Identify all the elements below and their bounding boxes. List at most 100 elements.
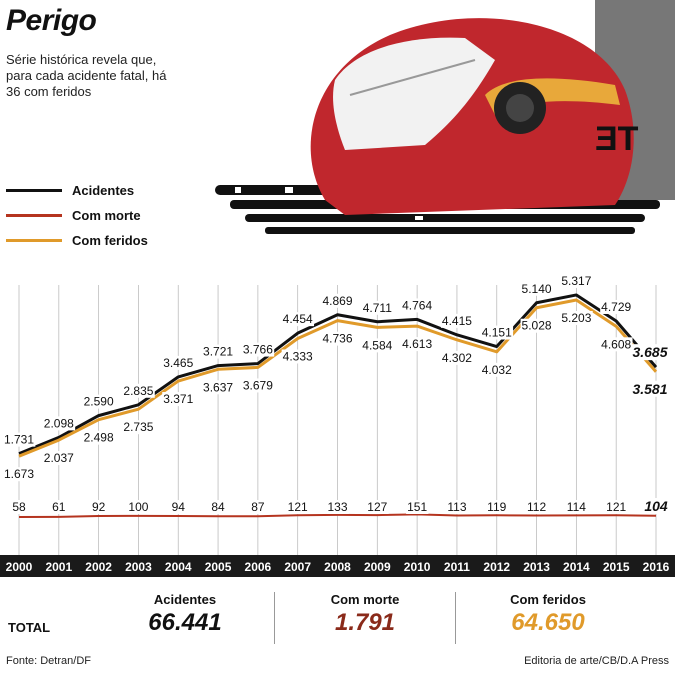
data-label-bg — [281, 312, 315, 327]
legend-item-com-morte: Com morte — [6, 203, 148, 228]
data-label-bg — [600, 299, 633, 314]
data-label-com-feridos: 3.371 — [163, 392, 193, 406]
data-label-com-feridos: 2.037 — [44, 451, 74, 465]
data-label-bg — [560, 273, 593, 288]
x-tick-label: 2012 — [483, 560, 510, 574]
x-tick-label: 2013 — [523, 560, 550, 574]
data-label-bg — [11, 500, 27, 514]
x-tick-label: 2009 — [364, 560, 391, 574]
legend-item-acidentes: Acidentes — [6, 178, 148, 203]
data-label-bg — [82, 430, 115, 445]
total-injured-value: 64.650 — [511, 609, 585, 636]
series-line-com-feridos — [18, 298, 658, 458]
data-label-acidentes: 1.731 — [4, 433, 34, 447]
legend-swatch — [6, 214, 62, 217]
source-note: Fonte: Detran/DF — [6, 655, 91, 667]
data-label-com-feridos: 4.333 — [283, 349, 313, 363]
data-label-com-morte: 113 — [447, 500, 466, 514]
data-label-com-feridos: 3.581 — [632, 381, 667, 397]
data-label-bg — [122, 383, 155, 398]
helmet-icon: ƎT — [215, 0, 675, 234]
data-label-bg — [480, 325, 514, 340]
credit-note: Editoria de arte/CB/D.A Press — [524, 655, 669, 667]
legend-label: Com feridos — [72, 233, 148, 248]
data-label-com-morte: 114 — [567, 500, 586, 514]
data-label-com-morte: 133 — [327, 500, 347, 514]
data-label-acidentes: 2.590 — [84, 395, 114, 409]
x-tick-label: 2004 — [165, 560, 192, 574]
total-label: TOTAL — [8, 620, 51, 635]
data-label-com-morte: 94 — [172, 500, 186, 514]
data-label-bg — [90, 500, 107, 514]
data-label-bg — [520, 318, 553, 333]
data-label-acidentes: 4.764 — [402, 298, 432, 312]
x-axis-bar — [0, 555, 675, 577]
data-label-bg — [210, 500, 227, 514]
data-label-bg — [486, 500, 508, 514]
x-tick-label: 2011 — [444, 560, 470, 574]
data-label-com-morte: 127 — [367, 500, 387, 514]
data-label-com-feridos: 2.498 — [84, 431, 114, 445]
divider — [274, 592, 275, 644]
series-line-acidentes — [18, 293, 658, 456]
data-label-bg — [600, 337, 633, 352]
data-label-com-morte: 92 — [92, 500, 106, 514]
total-accidents-label: Acidentes — [153, 592, 217, 607]
data-label-bg — [605, 500, 628, 514]
data-label-acidentes: 3.721 — [203, 345, 233, 359]
total-accidents: Acidentes 66.441 — [120, 592, 250, 637]
x-tick-label: 2001 — [45, 560, 72, 574]
chart-subtitle: Série histórica revela que, para cada ac… — [6, 52, 167, 99]
data-label-acidentes: 4.454 — [283, 312, 313, 326]
data-label-bg — [122, 420, 155, 435]
data-label-com-morte: 112 — [527, 500, 546, 514]
x-tick-label: 2002 — [85, 560, 112, 574]
data-label-com-feridos: 5.203 — [561, 311, 591, 325]
data-label-bg — [51, 500, 67, 514]
data-label-com-feridos: 4.032 — [482, 363, 512, 377]
x-tick-label: 2005 — [205, 560, 232, 574]
x-tick-label: 2007 — [284, 560, 311, 574]
data-label-bg — [202, 344, 235, 359]
total-injured: Com feridos 64.650 — [478, 592, 618, 637]
x-axis-labels: 2000 2001 2002 2003 2004 2005 2006 2007 2008 2009… — [6, 560, 670, 574]
data-label-bg — [643, 498, 669, 514]
data-label-acidentes: 4.151 — [482, 326, 512, 340]
data-label-bg — [440, 313, 474, 328]
total-injured-label: Com feridos — [510, 592, 586, 607]
x-tick-label: 2000 — [6, 560, 33, 574]
data-label-acidentes: 3.685 — [632, 344, 667, 360]
data-label-com-morte: 58 — [12, 500, 26, 514]
data-label-bg — [520, 281, 553, 296]
totals-row: TOTAL Acidentes 66.441 Com morte 1.791 C… — [0, 588, 675, 648]
data-label-bg — [321, 331, 354, 346]
data-label-bg — [42, 416, 76, 431]
data-label-bg — [2, 467, 36, 482]
line-chart: 1.731 2.098 2.590 2.835 3.465 3.721 3.766 4.454… — [2, 273, 669, 555]
legend-swatch — [6, 189, 62, 192]
data-label-com-feridos: 4.613 — [402, 337, 432, 351]
data-label-acidentes: 4.415 — [442, 314, 472, 328]
data-label-com-morte: 61 — [52, 500, 66, 514]
series-line-com-morte — [18, 513, 657, 518]
data-label-com-morte: 151 — [407, 500, 427, 514]
data-label-com-feridos: 2.735 — [123, 420, 153, 434]
data-label-bg — [241, 378, 275, 393]
data-label-com-morte: 121 — [606, 500, 626, 514]
data-label-com-feridos: 5.028 — [522, 319, 552, 333]
data-label-bg — [366, 500, 389, 514]
data-label-bg — [406, 500, 429, 514]
data-label-bg — [42, 451, 76, 466]
svg-text:ƎT: ƎT — [595, 120, 639, 158]
data-label-com-morte: 100 — [128, 500, 148, 514]
data-label-bg — [127, 500, 150, 514]
data-label-bg — [560, 310, 593, 325]
data-label-acidentes: 3.766 — [243, 343, 273, 357]
data-label-com-morte: 87 — [251, 500, 265, 514]
data-label-bg — [401, 337, 434, 352]
data-label-com-morte: 121 — [288, 500, 308, 514]
data-label-com-morte: 119 — [487, 500, 506, 514]
data-label-bg — [440, 350, 474, 365]
x-tick-label: 2010 — [404, 560, 431, 574]
data-label-com-morte: 104 — [644, 498, 668, 514]
